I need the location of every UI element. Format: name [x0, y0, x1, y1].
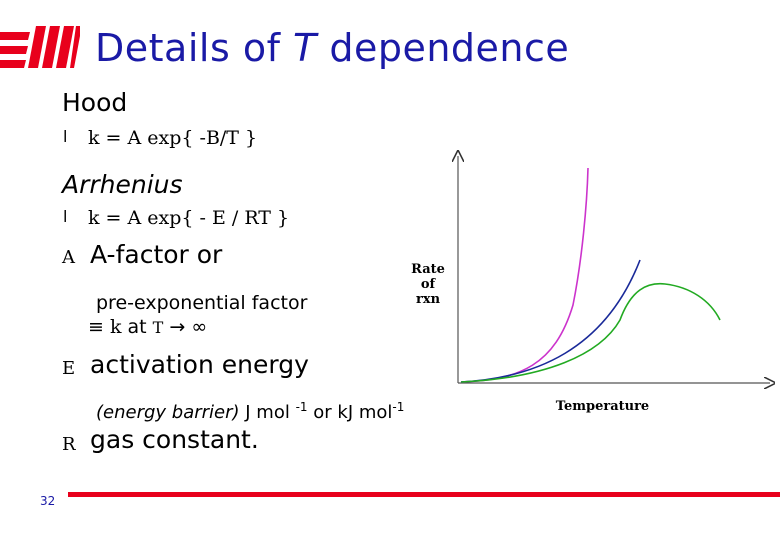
a-definition: A-factor or	[90, 240, 223, 269]
a-limit-at: at	[121, 316, 153, 338]
a-limit-T: T	[152, 318, 164, 337]
title-variable: T	[293, 26, 317, 70]
green-curve	[460, 282, 721, 383]
r-symbol: R	[62, 434, 76, 455]
e-symbol: E	[62, 358, 76, 379]
slide-title: Details of T dependence	[95, 26, 569, 70]
title-suffix: dependence	[316, 26, 570, 70]
rate-vs-temperature-graph	[395, 150, 775, 420]
e-sub-sup1: -1	[295, 400, 308, 414]
arrhenius-equation: k = A exp{ - E / RT }	[88, 207, 290, 229]
arrhenius-bullet: l	[63, 207, 68, 226]
graph-xlabel: Temperature	[555, 399, 650, 414]
arrhenius-heading: Arrhenius	[62, 170, 183, 199]
title-prefix: Details of	[95, 26, 294, 70]
footer-line	[68, 492, 780, 497]
a-limit: ≡ k at T → ∞	[88, 316, 207, 338]
e-sub-definition: (energy barrier) J mol -1 or kJ mol-1	[96, 400, 404, 423]
page-number: 32	[40, 494, 56, 508]
e-sub-units-a: J mol	[239, 402, 296, 423]
e-sub-units-b: or kJ mol	[307, 402, 393, 423]
graph-ylabel-line3: rxn	[415, 292, 441, 307]
r-definition: gas constant.	[90, 425, 259, 454]
e-definition: activation energy	[90, 350, 309, 379]
e-sub-sup2: -1	[392, 400, 405, 414]
a-symbol: A	[62, 247, 75, 268]
purple-curve	[460, 167, 589, 383]
a-limit-symbol: ≡ k	[88, 316, 122, 338]
e-sub-italic: (energy barrier)	[96, 402, 240, 423]
hood-equation: k = A exp{ -B/T }	[88, 127, 258, 149]
a-sub-definition: pre-exponential factor	[96, 292, 308, 314]
graph-ylabel-line1: Rate	[411, 262, 445, 277]
blue-curve	[460, 259, 641, 383]
graph-ylabel-line2: of	[420, 277, 436, 292]
a-limit-arrow: → ∞	[163, 316, 208, 338]
hood-heading: Hood	[62, 88, 128, 117]
title-stripes-logo	[0, 26, 80, 68]
graph-ylabel: Rate of rxn	[408, 262, 448, 307]
hood-bullet: l	[63, 127, 68, 146]
